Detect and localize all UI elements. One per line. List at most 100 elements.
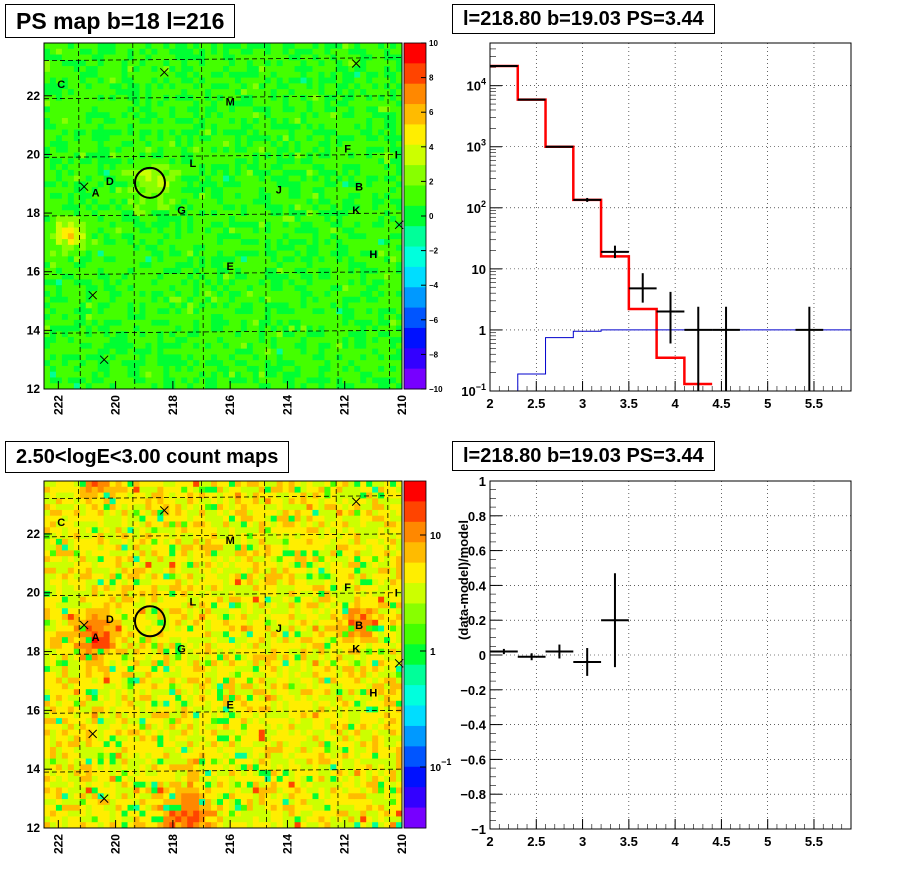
map-pixel: [175, 112, 182, 119]
map-pixel: [145, 89, 152, 96]
map-pixel: [55, 256, 63, 263]
map-pixel: [288, 273, 295, 280]
map-pixel: [318, 175, 325, 182]
map-pixel: [342, 377, 349, 384]
map-pixel: [354, 308, 361, 315]
map-pixel: [252, 216, 260, 223]
map-pixel: [73, 290, 81, 298]
map-pixel: [145, 590, 152, 598]
map-pixel: [211, 348, 218, 355]
map-pixel: [240, 198, 248, 205]
map-pixel: [282, 164, 290, 171]
map-pixel: [79, 216, 87, 223]
map-pixel: [372, 123, 379, 130]
map-pixel: [252, 117, 260, 125]
map-pixel: [67, 533, 75, 540]
map-pixel: [73, 671, 81, 679]
map-pixel: [175, 227, 182, 234]
map-pixel: [378, 285, 385, 292]
map-pixel: [44, 43, 51, 50]
map-pixel: [139, 331, 146, 338]
map-pixel: [133, 683, 140, 690]
source-label: I: [395, 149, 398, 161]
map-pixel: [67, 550, 75, 557]
map-pixel: [55, 567, 63, 574]
map-pixel: [91, 608, 99, 615]
map-pixel: [109, 210, 116, 217]
map-pixel: [217, 244, 224, 251]
map-pixel: [139, 135, 146, 142]
map-pixel: [103, 296, 111, 303]
map-pixel: [91, 106, 99, 113]
map-pixel: [306, 54, 313, 61]
map-pixel: [199, 181, 206, 188]
map-pixel: [306, 342, 313, 350]
grid-line: [387, 42, 391, 390]
map-pixel: [276, 233, 284, 240]
map-pixel: [264, 227, 272, 234]
map-pixel: [121, 567, 128, 574]
map-pixel: [181, 117, 188, 125]
map-pixel: [336, 146, 343, 153]
map-pixel: [157, 481, 164, 488]
map-pixel: [187, 141, 194, 148]
map-pixel: [294, 71, 301, 78]
map-pixel: [133, 614, 140, 621]
map-pixel: [390, 181, 397, 188]
map-pixel: [79, 723, 87, 731]
map-pixel: [109, 337, 116, 344]
map-pixel: [258, 314, 266, 321]
map-pixel: [163, 169, 170, 177]
map-pixel: [318, 141, 325, 148]
map-pixel: [121, 250, 128, 257]
map-pixel: [336, 325, 343, 332]
map-pixel: [49, 360, 57, 367]
map-pixel: [169, 290, 176, 298]
map-pixel: [240, 135, 248, 142]
map-pixel: [103, 112, 111, 119]
map-pixel: [133, 544, 140, 551]
map-pixel: [151, 285, 158, 292]
map-pixel: [44, 619, 51, 626]
map-pixel: [121, 198, 128, 205]
map-pixel: [61, 758, 69, 765]
map-pixel: [276, 348, 284, 355]
map-pixel: [157, 181, 164, 188]
map-pixel: [139, 54, 146, 61]
map-pixel: [145, 729, 152, 736]
colorbar-tick-label: 8: [429, 74, 434, 83]
map-pixel: [67, 302, 75, 309]
map-pixel: [360, 66, 367, 73]
map-pixel: [79, 694, 87, 702]
map-pixel: [103, 550, 111, 557]
map-pixel: [318, 337, 325, 344]
map-pixel: [336, 187, 343, 194]
map-pixel: [348, 221, 355, 228]
map-pixel: [228, 181, 236, 188]
map-pixel: [169, 123, 176, 130]
map-pixel: [211, 314, 218, 321]
map-pixel: [348, 146, 355, 153]
map-pixel: [121, 660, 128, 667]
map-pixel: [348, 106, 355, 113]
map-pixel: [55, 71, 63, 78]
map-pixel: [294, 106, 301, 113]
map-pixel: [246, 221, 254, 228]
map-pixel: [258, 187, 266, 194]
map-pixel: [199, 383, 206, 390]
map-pixel: [139, 816, 146, 823]
map-pixel: [121, 602, 128, 609]
map-pixel: [360, 164, 367, 171]
map-pixel: [79, 302, 87, 309]
map-pixel: [348, 204, 355, 211]
map-pixel: [121, 486, 128, 493]
map-pixel: [306, 377, 313, 384]
x-tick-label: 3.5: [620, 396, 638, 411]
map-pixel: [49, 816, 57, 823]
map-pixel: [354, 354, 361, 361]
map-pixel: [318, 308, 325, 315]
map-pixel: [109, 804, 116, 812]
map-pixel: [49, 770, 57, 777]
map-pixel: [348, 250, 355, 257]
map-pixel: [348, 290, 355, 298]
